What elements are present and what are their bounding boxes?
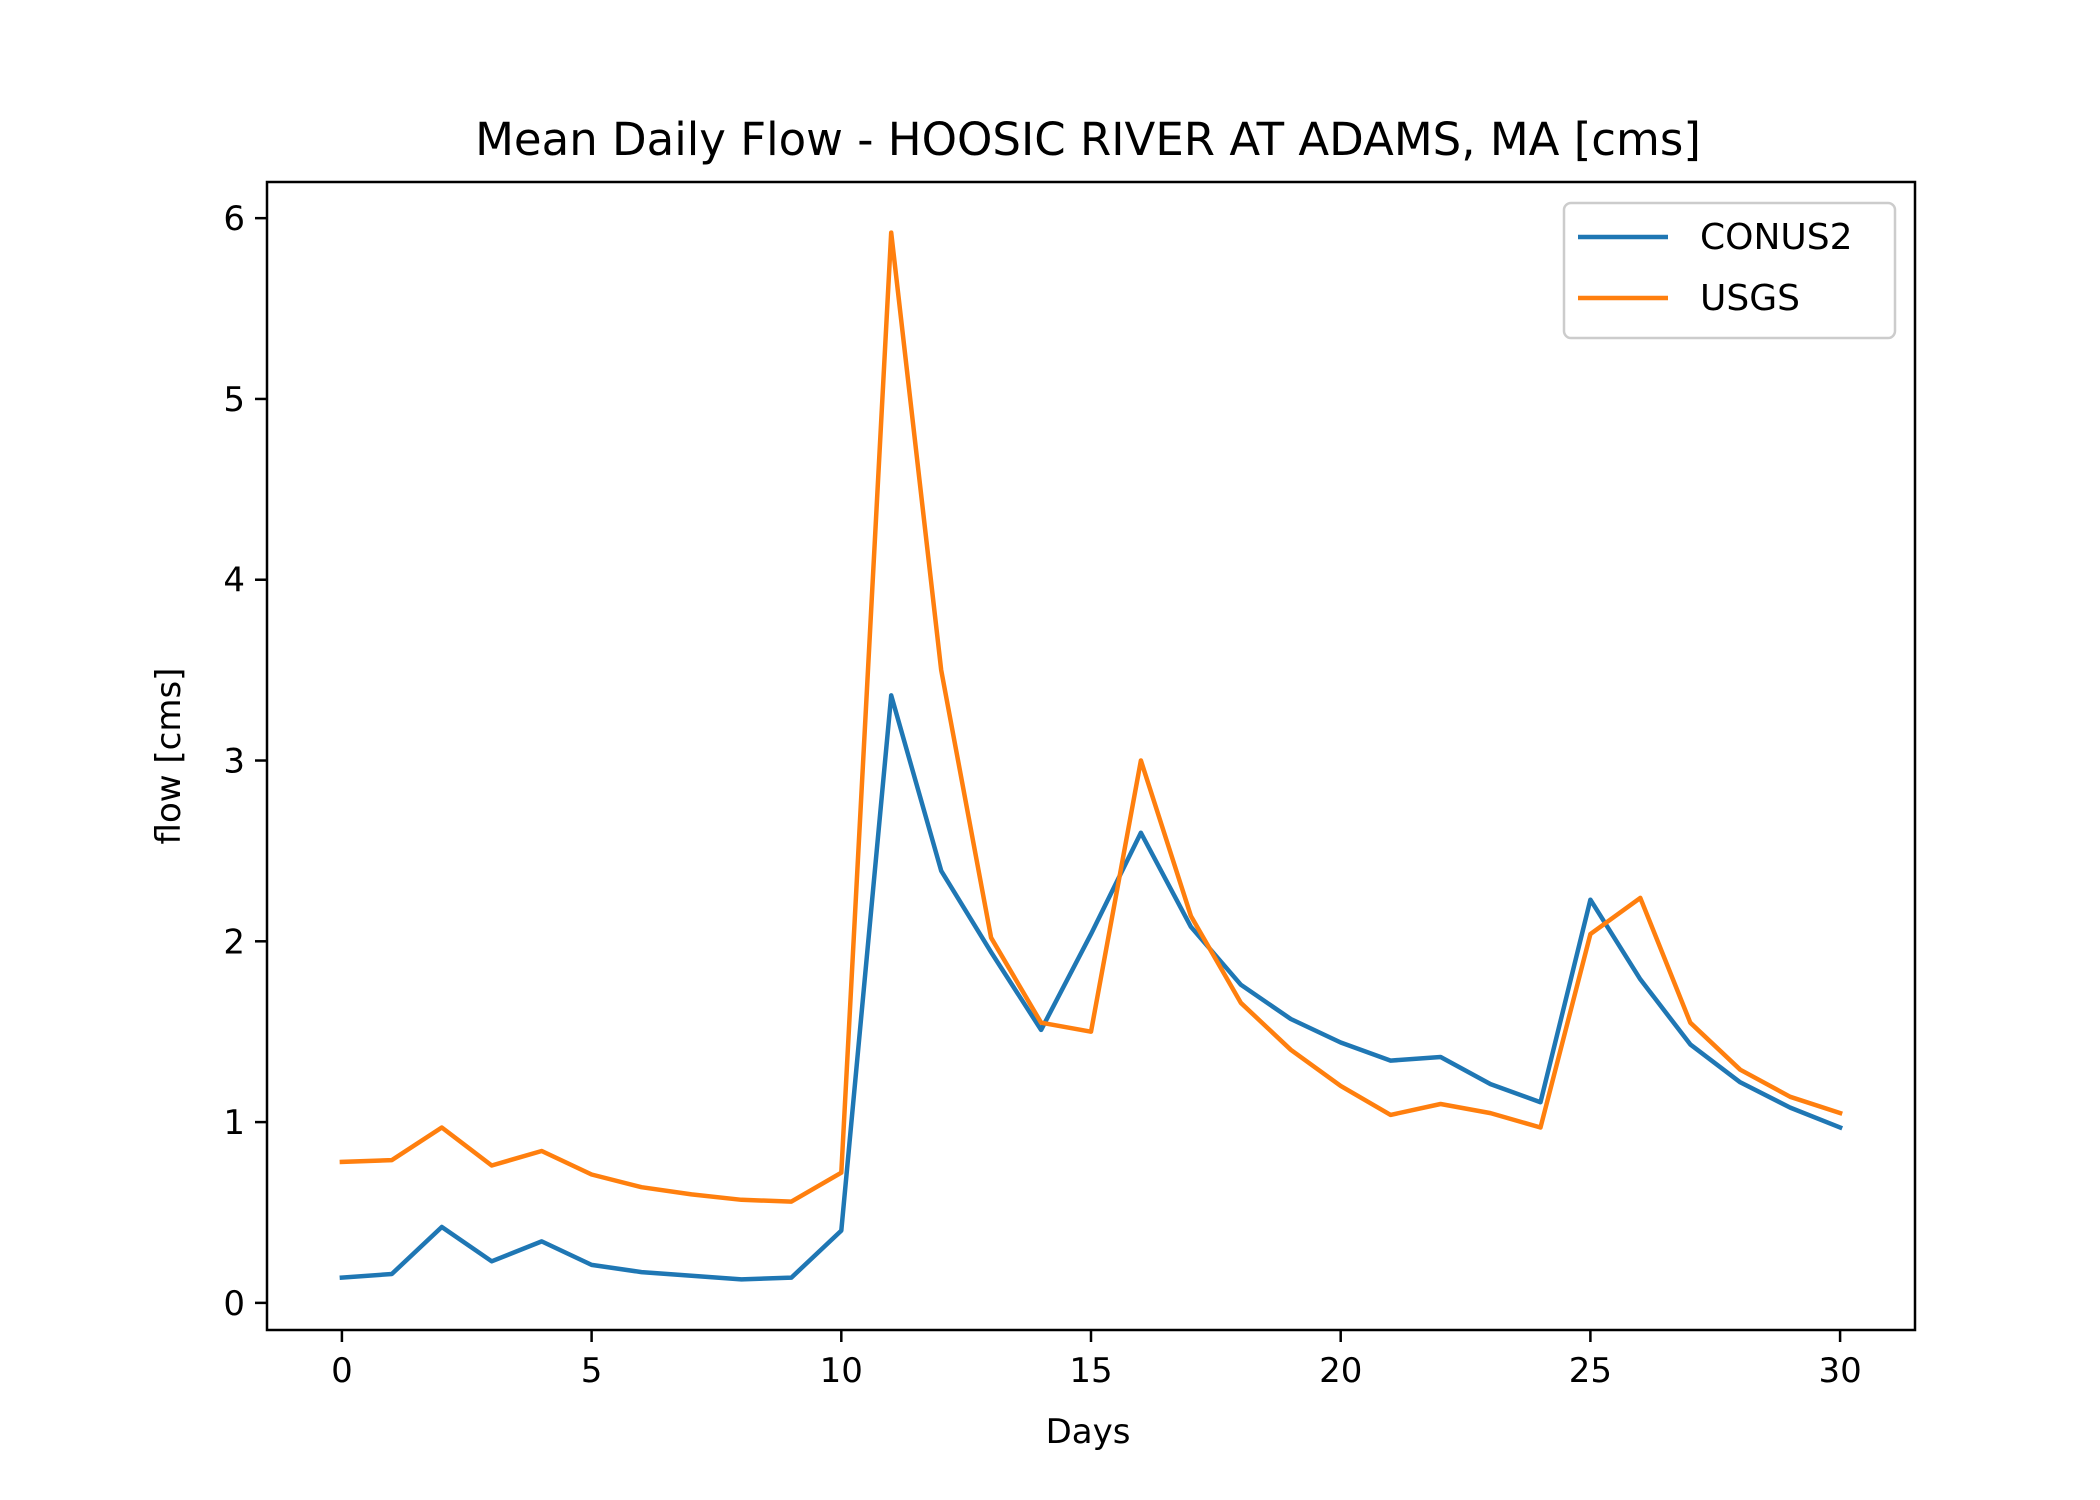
- y-axis-label: flow [cms]: [149, 668, 189, 845]
- legend: CONUS2 USGS: [1562, 201, 1897, 340]
- y-axis: 0 1 2 3 4 5 6: [223, 199, 267, 1324]
- x-axis: 0 5 10 15 20 25 30: [331, 1330, 1862, 1391]
- y-tick-label: 1: [223, 1103, 245, 1143]
- x-tick-label: 15: [1069, 1351, 1112, 1391]
- x-tick-label: 5: [581, 1351, 603, 1391]
- y-tick-label: 4: [223, 561, 245, 601]
- series-line-conus2: [339, 693, 1844, 1282]
- legend-label-conus2: CONUS2: [1700, 217, 1853, 258]
- y-tick-label: 3: [223, 742, 245, 782]
- series-layer: [339, 230, 1844, 1282]
- y-tick-label: 6: [223, 199, 245, 239]
- x-tick-label: 10: [820, 1351, 863, 1391]
- legend-label-usgs: USGS: [1700, 278, 1800, 319]
- series-line-usgs: [339, 230, 1843, 1204]
- x-tick-label: 30: [1818, 1351, 1861, 1391]
- x-tick-label: 25: [1569, 1351, 1612, 1391]
- x-axis-label: Days: [1046, 1412, 1131, 1452]
- x-tick-label: 0: [331, 1351, 353, 1391]
- x-tick-label: 20: [1319, 1351, 1362, 1391]
- chart-title: Mean Daily Flow - HOOSIC RIVER AT ADAMS,…: [475, 113, 1701, 166]
- y-tick-label: 0: [223, 1284, 245, 1324]
- y-tick-label: 5: [223, 380, 245, 420]
- y-tick-label: 2: [223, 922, 245, 962]
